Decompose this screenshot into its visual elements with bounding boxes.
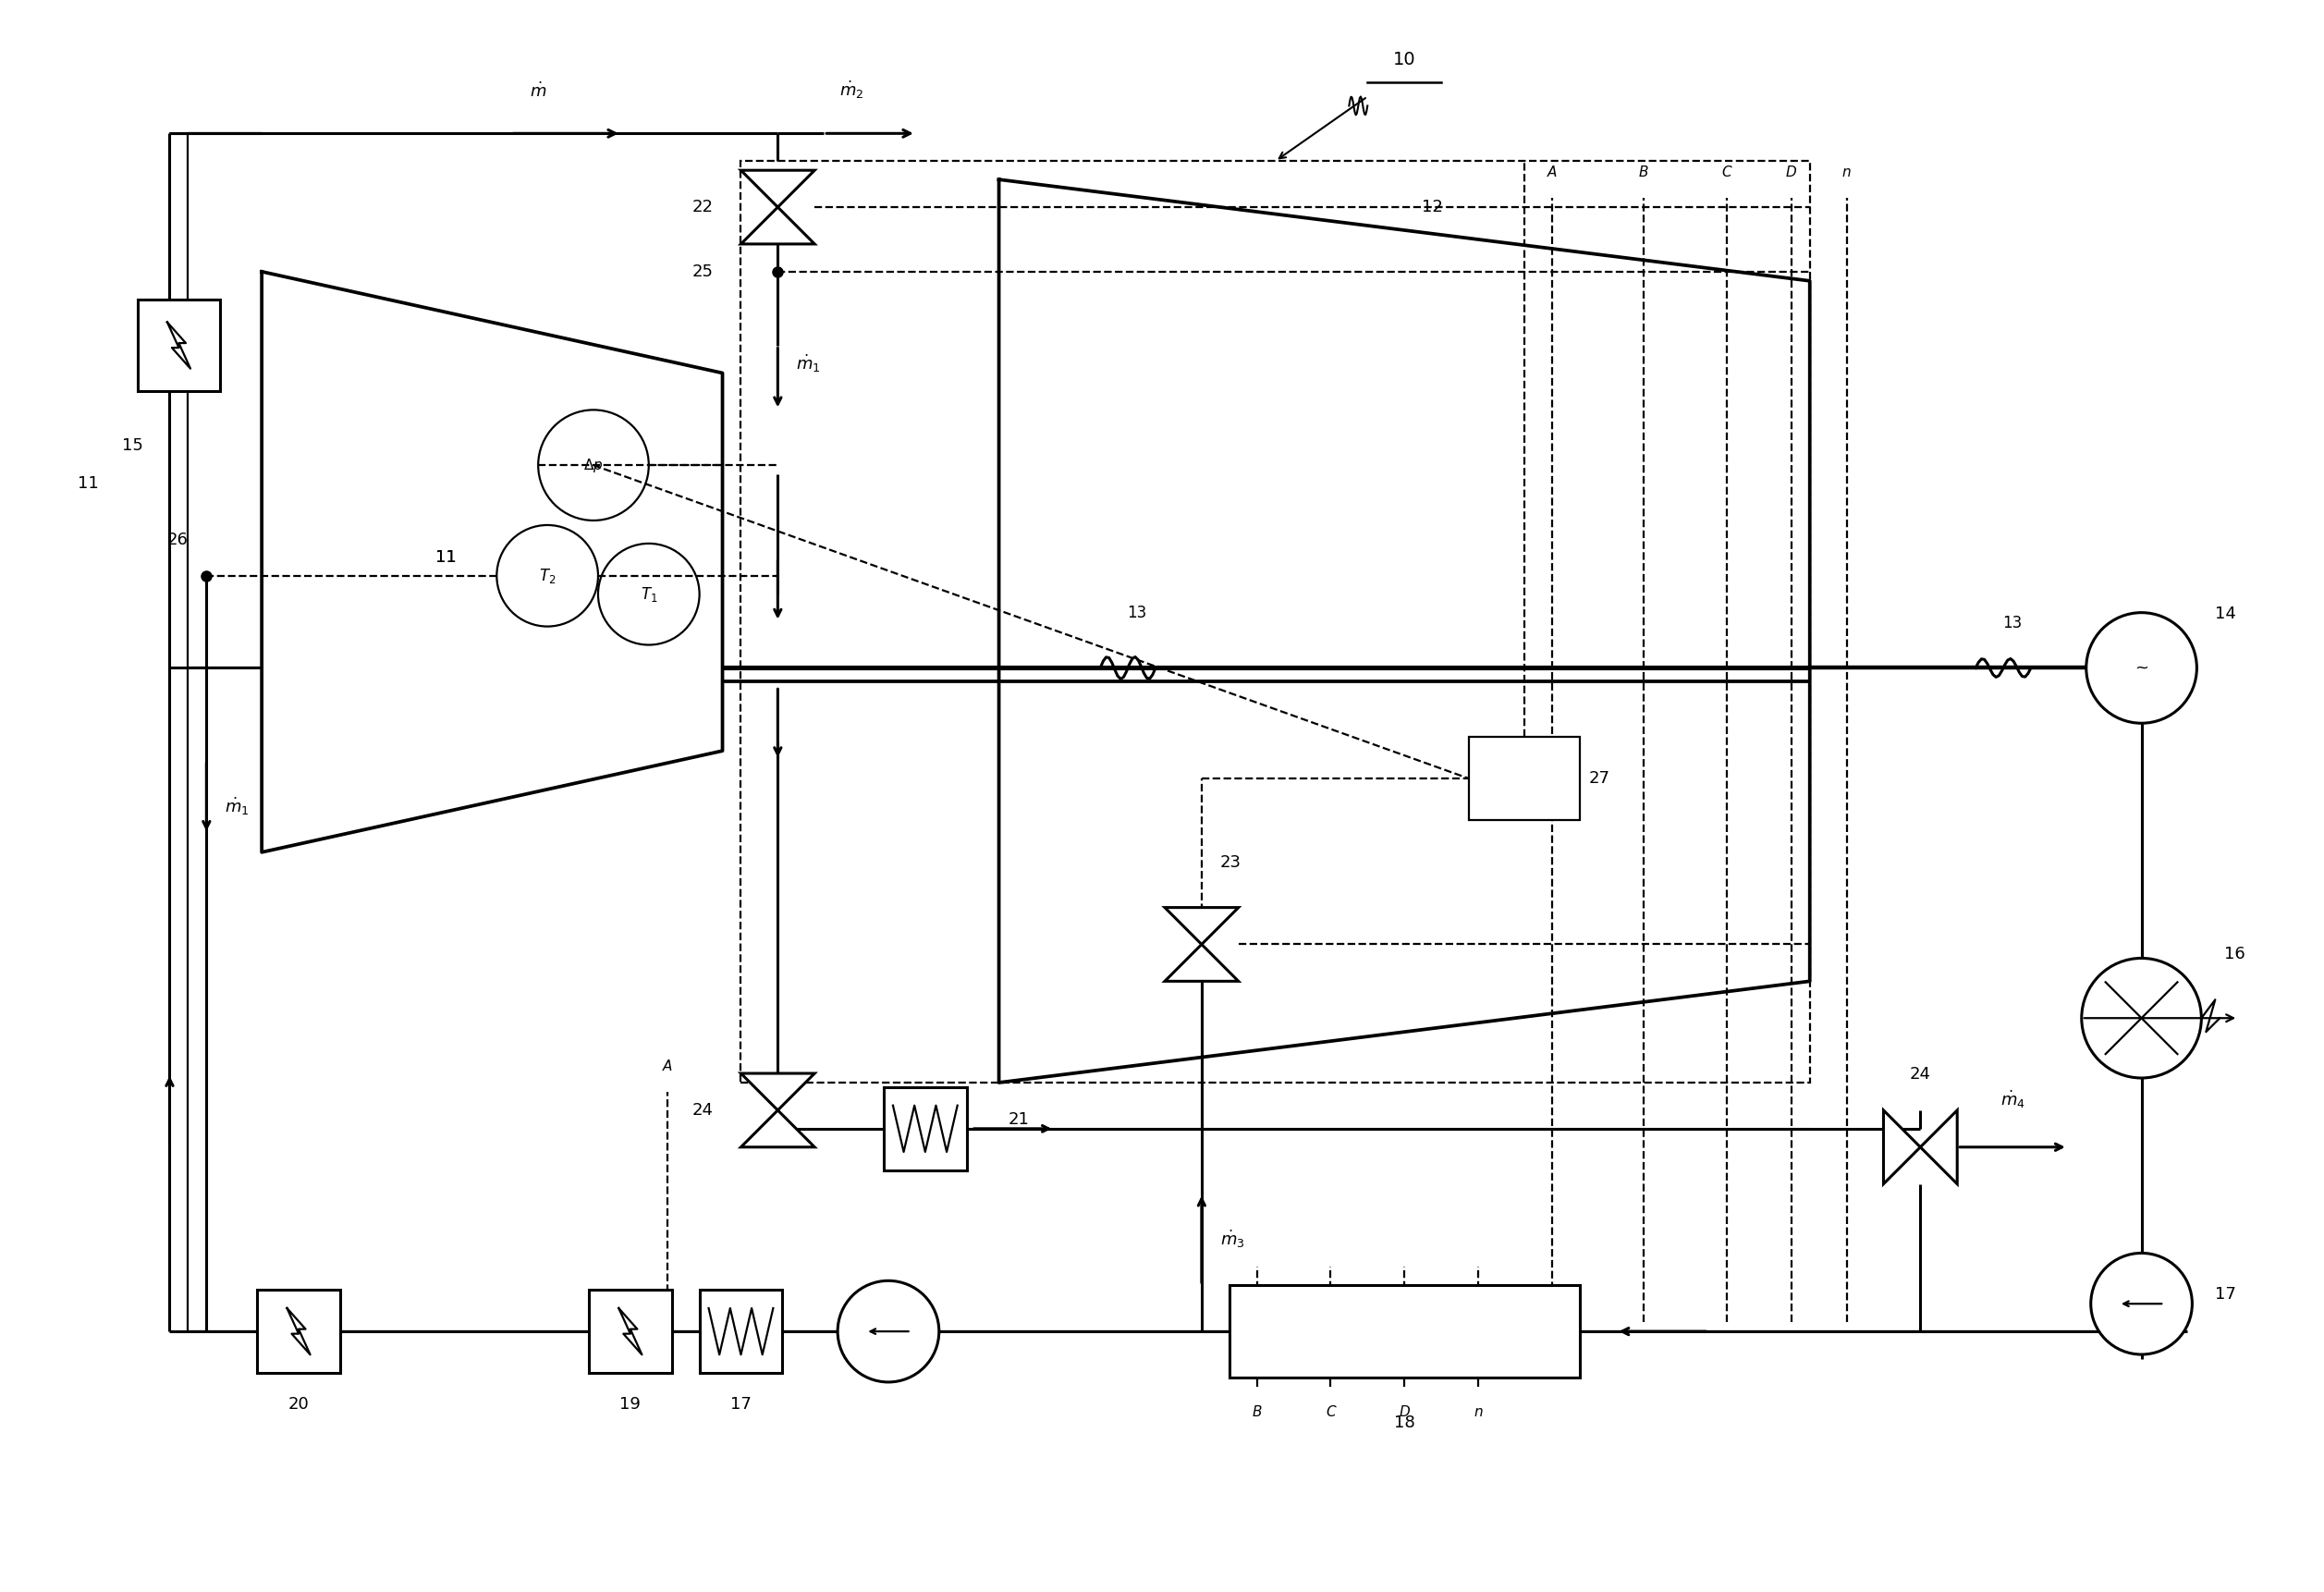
Circle shape <box>837 1280 939 1382</box>
Text: 11: 11 <box>435 549 456 565</box>
Text: 23: 23 <box>1220 853 1241 871</box>
Text: D: D <box>1399 1406 1411 1418</box>
Text: B: B <box>1638 166 1648 180</box>
Polygon shape <box>1164 907 1239 944</box>
Text: D: D <box>1785 166 1796 180</box>
Text: 26: 26 <box>167 532 188 548</box>
Polygon shape <box>741 207 816 244</box>
Text: $\Delta p$: $\Delta p$ <box>583 457 604 474</box>
Text: 13: 13 <box>2003 615 2022 630</box>
Text: 27: 27 <box>1590 771 1611 786</box>
Text: 24: 24 <box>693 1102 713 1119</box>
Text: 22: 22 <box>693 199 713 215</box>
Text: 17: 17 <box>2215 1286 2236 1302</box>
Bar <box>137 299 221 392</box>
Polygon shape <box>1920 1110 1957 1184</box>
Text: 11: 11 <box>77 476 98 492</box>
Polygon shape <box>1164 944 1239 981</box>
Bar <box>883 1087 967 1170</box>
Text: $\dot{m}_1$: $\dot{m}_1$ <box>225 796 249 817</box>
Polygon shape <box>741 1073 816 1110</box>
Text: 16: 16 <box>2224 946 2245 963</box>
Text: ~: ~ <box>2133 659 2147 677</box>
Text: B: B <box>1253 1406 1262 1418</box>
Polygon shape <box>1882 1110 1920 1184</box>
Text: $\dot{m}_4$: $\dot{m}_4$ <box>2001 1089 2024 1110</box>
Text: A: A <box>1548 166 1557 180</box>
Text: C: C <box>1722 166 1731 180</box>
Text: 19: 19 <box>621 1396 641 1412</box>
Text: 21: 21 <box>1009 1111 1030 1127</box>
Text: 20: 20 <box>288 1396 309 1412</box>
Text: $\dot{m}$: $\dot{m}$ <box>530 83 546 102</box>
Bar <box>700 1290 783 1372</box>
Bar <box>1229 1285 1580 1377</box>
Bar <box>588 1290 672 1372</box>
Text: 25: 25 <box>693 263 713 280</box>
Bar <box>741 161 1810 1083</box>
Text: $\dot{m}_1$: $\dot{m}_1$ <box>797 353 820 374</box>
Text: 13: 13 <box>1127 605 1148 621</box>
Bar <box>258 1290 339 1372</box>
Text: 12: 12 <box>1422 199 1443 215</box>
Bar <box>1469 737 1580 820</box>
Text: 15: 15 <box>123 438 144 454</box>
Text: 11: 11 <box>435 549 456 565</box>
Circle shape <box>2082 958 2201 1078</box>
Text: $\dot{m}_3$: $\dot{m}_3$ <box>1220 1229 1246 1250</box>
Text: n: n <box>1473 1406 1483 1418</box>
Text: 14: 14 <box>2215 605 2236 622</box>
Polygon shape <box>741 170 816 207</box>
Text: 24: 24 <box>1910 1067 1931 1083</box>
Text: n: n <box>1843 166 1852 180</box>
Text: $T_1$: $T_1$ <box>639 584 658 603</box>
Circle shape <box>2092 1253 2192 1355</box>
Polygon shape <box>741 1110 816 1148</box>
Text: 17: 17 <box>730 1396 751 1412</box>
Text: $T_2$: $T_2$ <box>539 567 555 584</box>
Text: 18: 18 <box>1394 1414 1415 1431</box>
Text: C: C <box>1325 1406 1336 1418</box>
Text: 10: 10 <box>1392 51 1415 68</box>
Circle shape <box>2087 613 2196 723</box>
Text: $\dot{m}_2$: $\dot{m}_2$ <box>839 80 865 102</box>
Text: A: A <box>662 1060 672 1073</box>
